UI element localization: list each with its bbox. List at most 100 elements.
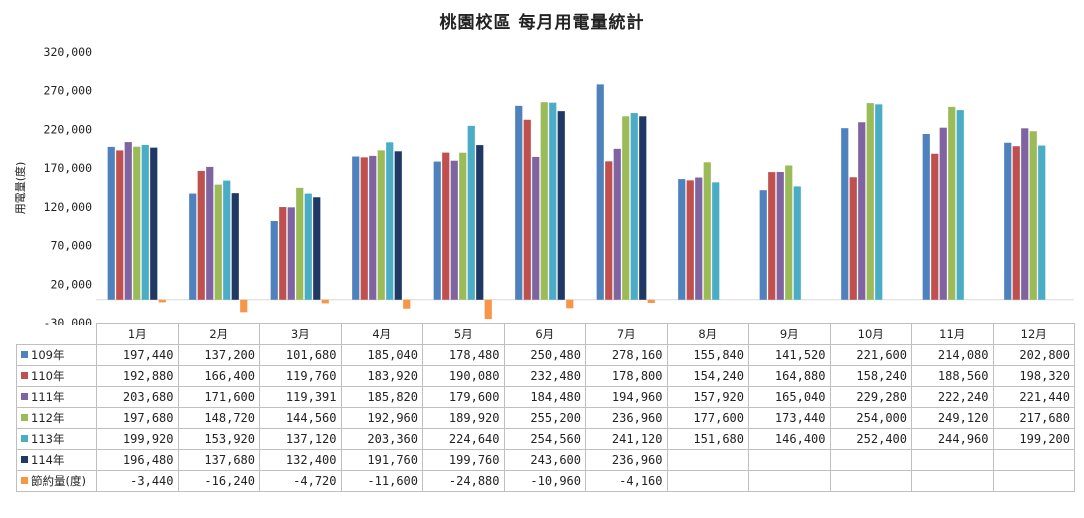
y-tick-label: 170,000 <box>44 161 93 175</box>
table-row: 109年 197,440 137,200 101,680 185,040 178,480 2… <box>16 344 1075 366</box>
data-label: 171,600 <box>177 386 260 408</box>
data-label: 189,920 <box>422 407 505 429</box>
data-label: 132,400 <box>259 449 342 471</box>
data-label: -4,720 <box>259 470 342 492</box>
bar-110年-4月 <box>360 157 368 300</box>
bar-114年-1月 <box>150 147 158 300</box>
bar-節約量(度)-7月 <box>647 299 655 303</box>
data-label: 137,200 <box>177 344 260 366</box>
bar-111年-8月 <box>695 177 703 300</box>
data-label: 249,120 <box>911 407 994 429</box>
bar-111年-7月 <box>613 148 621 300</box>
bar-113年-8月 <box>712 182 720 300</box>
y-tick-label: 70,000 <box>50 239 92 253</box>
data-label: 165,040 <box>748 386 831 408</box>
legend-label: 112年 <box>31 411 65 425</box>
bar-110年-11月 <box>931 153 939 300</box>
bar-112年-12月 <box>1029 131 1037 300</box>
legend-entry: 114年 <box>16 449 97 471</box>
bar-113年-6月 <box>549 102 557 300</box>
bar-110年-9月 <box>768 172 776 300</box>
data-label <box>992 470 1075 492</box>
bar-節約量(度)-1月 <box>158 299 166 303</box>
data-table: 1月 2月 3月 4月 5月 6月 7月 8月 9月 10月 11月 12月 109年 197,440 13… <box>16 323 1075 492</box>
y-tick-label: 320,000 <box>44 45 93 59</box>
legend-entry: 112年 <box>16 407 97 429</box>
bar-110年-2月 <box>197 170 205 300</box>
bar-112年-3月 <box>296 187 304 300</box>
bar-109年-1月 <box>107 146 115 300</box>
data-label: 224,640 <box>422 428 505 450</box>
data-label: 197,440 <box>96 344 179 366</box>
bar-114年-3月 <box>313 197 321 300</box>
bar-110年-6月 <box>523 119 531 300</box>
legend-swatch <box>21 372 28 379</box>
bar-111年-3月 <box>287 207 295 300</box>
data-label: 197,680 <box>96 407 179 429</box>
bar-110年-1月 <box>116 150 124 300</box>
data-label: 164,880 <box>748 365 831 387</box>
data-label: 199,920 <box>96 428 179 450</box>
data-label: 252,400 <box>829 428 912 450</box>
y-tick-label: 270,000 <box>44 84 93 98</box>
data-label <box>992 449 1075 471</box>
data-label: 141,520 <box>748 344 831 366</box>
data-label: 243,600 <box>503 449 586 471</box>
x-tick-label: 4月 <box>340 323 423 345</box>
bar-111年-9月 <box>776 171 784 300</box>
bar-111年-6月 <box>532 156 540 300</box>
y-tick-label: 220,000 <box>44 122 93 136</box>
bar-114年-7月 <box>639 116 647 300</box>
legend-label: 109年 <box>31 348 65 362</box>
bar-112年-1月 <box>133 146 141 300</box>
data-label: 157,920 <box>666 386 749 408</box>
data-label: 158,240 <box>829 365 912 387</box>
bar-111年-12月 <box>1021 128 1029 300</box>
data-label: 155,840 <box>666 344 749 366</box>
data-label: -24,880 <box>422 470 505 492</box>
data-label: 221,600 <box>829 344 912 366</box>
bar-109年-5月 <box>433 161 441 300</box>
x-tick-label: 8月 <box>666 323 749 345</box>
data-label: 250,480 <box>503 344 586 366</box>
data-label <box>911 449 994 471</box>
data-label: 119,391 <box>259 386 342 408</box>
data-label <box>911 470 994 492</box>
legend-swatch <box>21 393 28 400</box>
data-label: 192,960 <box>340 407 423 429</box>
x-tick-label: 11月 <box>911 323 994 345</box>
bar-113年-10月 <box>875 104 883 300</box>
data-label: 241,120 <box>585 428 668 450</box>
data-label: 217,680 <box>992 407 1075 429</box>
bar-113年-5月 <box>467 125 475 300</box>
bar-109年-3月 <box>270 221 278 300</box>
bar-109年-7月 <box>596 84 604 300</box>
data-label: 203,360 <box>340 428 423 450</box>
bar-113年-4月 <box>386 142 394 300</box>
x-tick-label: 7月 <box>585 323 668 345</box>
table-row: 112年 197,680 148,720 144,560 192,960 189,920 2… <box>16 407 1075 429</box>
legend-entry: 節約量(度) <box>16 470 97 492</box>
table-row: 113年 199,920 153,920 137,120 203,360 224,640 2… <box>16 428 1075 450</box>
bar-112年-8月 <box>703 162 711 300</box>
data-label: 185,820 <box>340 386 423 408</box>
bar-110年-3月 <box>279 207 287 300</box>
data-label: 255,200 <box>503 407 586 429</box>
data-label: 254,560 <box>503 428 586 450</box>
data-label: 185,040 <box>340 344 423 366</box>
legend-entry: 111年 <box>16 386 97 408</box>
bar-110年-5月 <box>442 152 450 300</box>
table-row: 111年 203,680 171,600 119,391 185,820 179,600 1… <box>16 386 1075 408</box>
bar-112年-4月 <box>377 150 385 300</box>
x-tick-label: 3月 <box>259 323 342 345</box>
table-row: 114年 196,480 137,680 132,400 191,760 199,760 2… <box>16 449 1075 471</box>
data-label: 196,480 <box>96 449 179 471</box>
legend-swatch <box>21 414 28 421</box>
bar-節約量(度)-3月 <box>321 299 329 304</box>
chart-plot: -30,000 20,000 70,000 120,000 170,000 220,000… <box>44 45 1074 325</box>
data-label: 173,440 <box>748 407 831 429</box>
data-label: 151,680 <box>666 428 749 450</box>
bar-109年-10月 <box>841 128 849 300</box>
data-label: 232,480 <box>503 365 586 387</box>
bar-113年-3月 <box>304 193 312 300</box>
